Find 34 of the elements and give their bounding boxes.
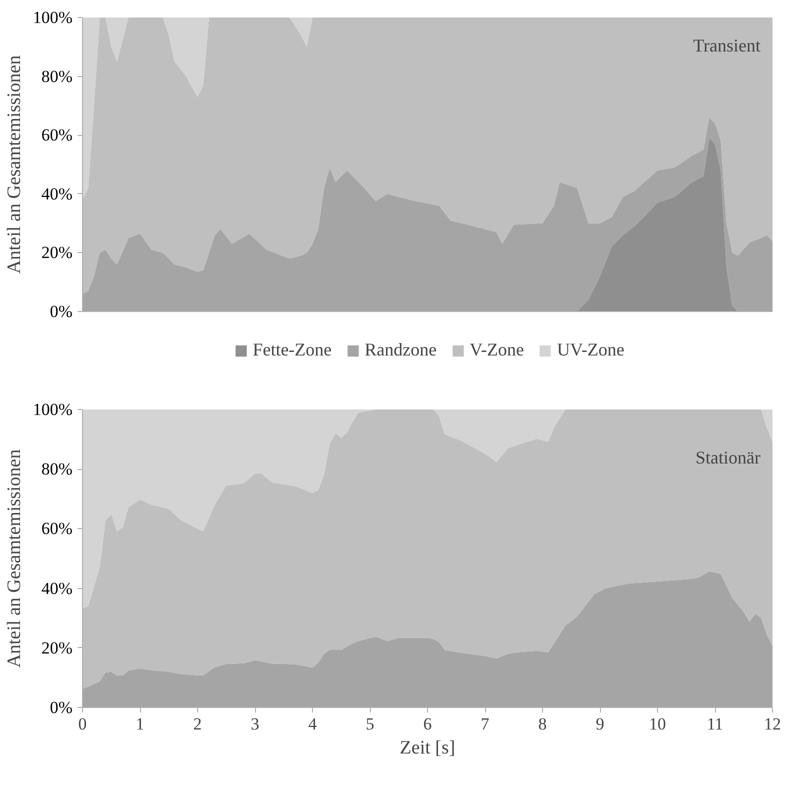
legend-label: UV-Zone — [556, 340, 624, 360]
x-tick-label: 3 — [250, 714, 260, 734]
x-tick-label: 2 — [193, 714, 202, 734]
y-tick-label: 0% — [50, 302, 73, 321]
y-tick-label: 40% — [41, 578, 73, 598]
x-tick-label: 10 — [649, 714, 666, 734]
y-tick-label: 80% — [41, 460, 73, 479]
legend-label: V-Zone — [470, 340, 524, 360]
y-tick-label: 20% — [41, 243, 73, 262]
legend-label: Randzone — [364, 340, 437, 360]
x-tick-label: 12 — [764, 714, 781, 734]
y-tick-label: 60% — [41, 126, 73, 145]
y-tick-label: 40% — [41, 184, 73, 204]
y-tick-label: 100% — [32, 8, 73, 27]
legend-label: Fette-Zone — [252, 340, 332, 360]
y-axis-title: Anteil an Gesamtemissionen — [4, 448, 25, 668]
x-tick-label: 5 — [366, 714, 374, 734]
y-tick-label: 0% — [50, 698, 73, 717]
y-tick-label: 80% — [41, 66, 73, 86]
y-tick-label: 100% — [32, 400, 73, 419]
annotation: Transient — [693, 36, 760, 56]
x-tick-label: 9 — [596, 714, 604, 734]
x-tick-label: 8 — [538, 714, 547, 734]
annotation: Stationär — [696, 448, 761, 468]
x-axis-title: Zeit [s] — [400, 738, 456, 758]
y-tick-label: 60% — [41, 519, 73, 538]
y-axis-title: Anteil an Gesamtemissionen — [4, 54, 25, 274]
x-tick-label: 1 — [136, 714, 144, 734]
x-tick-label: 11 — [706, 714, 724, 734]
x-tick-label: 0 — [78, 714, 87, 734]
x-tick-label: 7 — [480, 714, 490, 734]
y-tick-label: 20% — [41, 638, 73, 658]
x-tick-label: 4 — [308, 714, 318, 734]
x-tick-label: 6 — [423, 714, 432, 734]
